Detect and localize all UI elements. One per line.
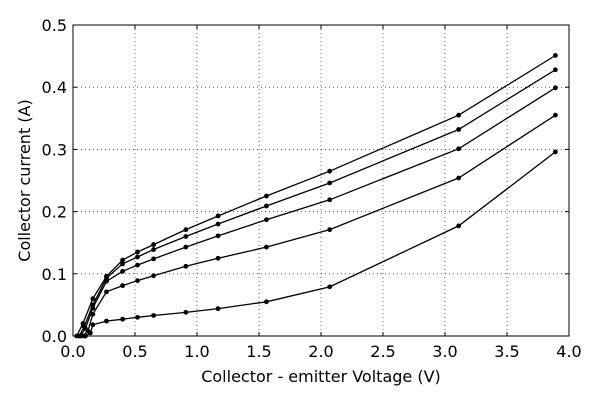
y-axis-label: Collector current (A) <box>15 99 34 261</box>
x-tick-label: 4.0 <box>556 342 581 361</box>
series-5 <box>83 149 558 339</box>
data-point <box>327 227 333 233</box>
data-point <box>215 306 221 312</box>
data-point <box>104 289 109 295</box>
series-4 <box>80 112 558 339</box>
data-point <box>120 316 125 322</box>
data-point <box>90 322 96 328</box>
y-tick-label: 0.4 <box>42 78 67 97</box>
y-tick-label: 0.3 <box>42 140 67 159</box>
x-axis-label: Collector - emitter Voltage (V) <box>201 367 441 386</box>
x-tick-label: 2.0 <box>308 342 333 361</box>
series-3 <box>78 85 558 339</box>
x-tick-label: 2.5 <box>370 342 395 361</box>
y-tick-label: 0.1 <box>42 265 67 284</box>
data-point <box>183 227 189 233</box>
data-point <box>135 254 140 260</box>
data-point <box>215 255 221 261</box>
y-tick-label: 0.5 <box>42 16 67 35</box>
data-point <box>135 278 140 284</box>
data-point <box>151 256 157 262</box>
series-layer <box>74 53 558 339</box>
data-point <box>151 313 157 318</box>
y-tick-label: 0.0 <box>42 327 67 346</box>
data-point <box>183 234 189 239</box>
data-point <box>120 268 125 274</box>
x-tick-label: 0.5 <box>122 342 147 361</box>
data-point <box>120 257 125 263</box>
data-point <box>90 296 96 302</box>
y-tick-labels: 0.0 0.1 0.2 0.3 0.4 0.5 <box>42 16 67 346</box>
data-point <box>552 85 558 91</box>
data-point <box>183 263 189 269</box>
data-point <box>264 217 269 223</box>
data-point <box>552 149 558 155</box>
data-point <box>183 309 189 315</box>
data-point <box>327 168 333 174</box>
data-point <box>264 299 269 305</box>
data-point <box>327 284 333 290</box>
data-point <box>264 244 269 250</box>
data-point <box>552 67 558 73</box>
grid <box>73 25 569 336</box>
data-point <box>264 203 269 209</box>
data-point <box>135 249 140 255</box>
x-tick-label: 1.5 <box>246 342 271 361</box>
data-point <box>90 305 96 311</box>
x-tick-label: 3.5 <box>494 342 519 361</box>
data-point <box>215 213 221 219</box>
data-point <box>135 262 140 268</box>
data-point <box>327 180 333 186</box>
data-point <box>264 193 269 199</box>
data-point <box>87 330 93 336</box>
data-point <box>120 261 125 267</box>
series-line <box>82 114 556 337</box>
data-point <box>327 197 333 203</box>
data-point <box>456 127 462 132</box>
data-point <box>456 112 462 118</box>
data-point <box>151 247 157 252</box>
data-point <box>104 278 109 284</box>
data-point <box>183 244 189 250</box>
data-point <box>151 242 157 247</box>
axis-ticks <box>72 24 570 337</box>
data-point <box>120 283 125 289</box>
x-tick-label: 1.0 <box>184 342 209 361</box>
series-1 <box>74 53 558 339</box>
data-point <box>104 318 109 324</box>
series-line <box>78 69 556 337</box>
data-point <box>135 314 140 320</box>
data-point <box>456 223 462 229</box>
series-2 <box>76 67 558 339</box>
data-point <box>215 233 221 239</box>
data-point <box>215 221 221 227</box>
x-tick-labels: 0.0 0.5 1.0 1.5 2.0 2.5 3.0 3.5 4.0 <box>60 342 581 361</box>
data-point <box>151 273 157 279</box>
y-tick-label: 0.2 <box>42 203 67 222</box>
data-point <box>552 53 558 58</box>
data-point <box>552 112 558 118</box>
x-tick-label: 0.0 <box>60 342 85 361</box>
data-point <box>456 175 462 181</box>
data-point <box>90 311 96 317</box>
data-point <box>456 146 462 152</box>
series-line <box>76 54 556 337</box>
x-tick-label: 3.0 <box>432 342 457 361</box>
